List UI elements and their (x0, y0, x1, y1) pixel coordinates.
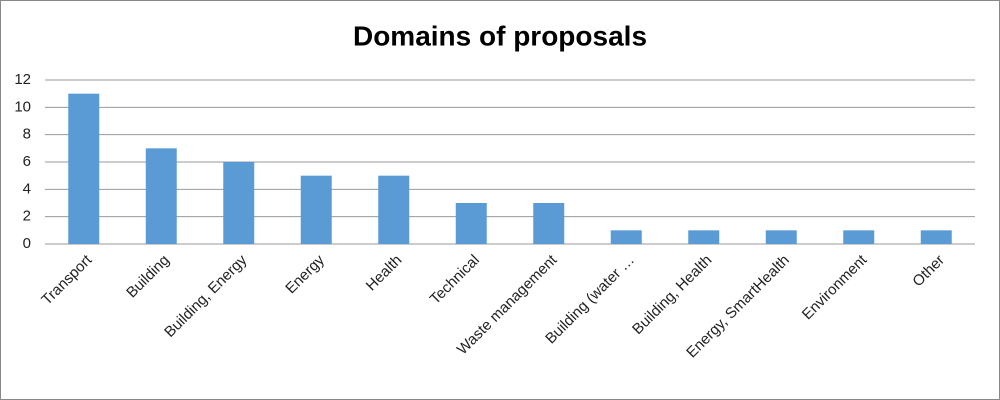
bar (300, 175, 332, 244)
bar (68, 93, 100, 245)
y-tick-label: 6 (23, 153, 31, 170)
y-tick-label: 2 (23, 208, 31, 225)
bar (455, 203, 487, 244)
bar (920, 230, 952, 244)
bar (533, 203, 565, 244)
bar (145, 148, 177, 244)
y-tick-label: 0 (23, 235, 31, 252)
bar (378, 175, 410, 244)
chart-title: Domains of proposals (353, 20, 647, 51)
bar (688, 230, 720, 244)
y-tick-label: 10 (14, 98, 31, 115)
bar (223, 162, 255, 244)
y-tick-label: 4 (23, 180, 31, 197)
bar (765, 230, 797, 244)
y-tick-label: 8 (23, 126, 31, 143)
y-tick-label: 12 (14, 71, 31, 88)
bar (610, 230, 642, 244)
bar (843, 230, 875, 244)
